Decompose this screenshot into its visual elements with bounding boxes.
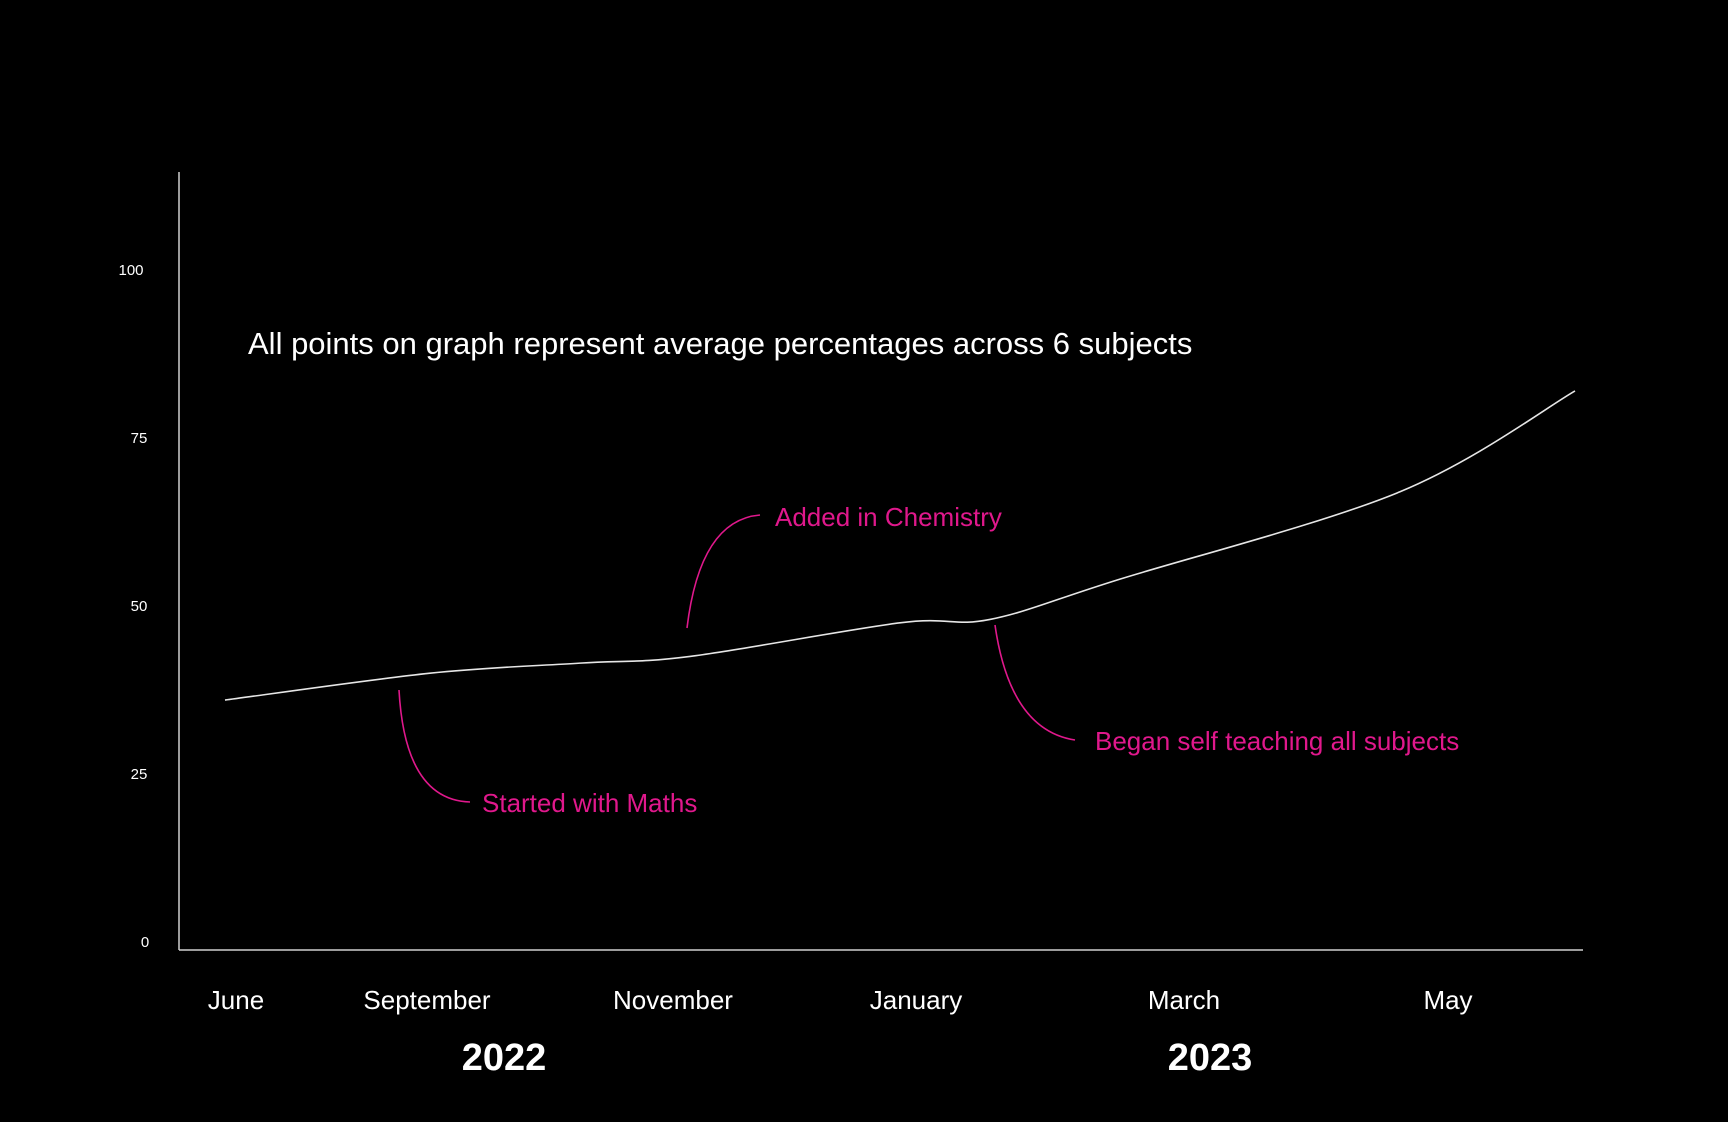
x-tick-label: November	[613, 985, 733, 1015]
year-label: 2023	[1168, 1037, 1253, 1079]
chart-note: All points on graph represent average pe…	[248, 326, 1192, 361]
annotation-label: Started with Maths	[482, 788, 697, 818]
y-tick-label: 50	[131, 598, 148, 615]
x-tick-label: January	[870, 985, 963, 1015]
x-tick-label: March	[1148, 985, 1220, 1015]
y-tick-label: 0	[141, 934, 149, 951]
annotation-leader	[686, 514, 761, 629]
y-tick-label: 25	[131, 766, 148, 783]
x-tick-label: May	[1423, 985, 1472, 1015]
annotation-leader	[398, 689, 471, 803]
y-tick-label: 100	[118, 262, 143, 279]
year-label: 2022	[462, 1037, 547, 1079]
annotation-label: Added in Chemistry	[775, 502, 1002, 532]
x-tick-label: September	[363, 985, 491, 1015]
x-tick-label: June	[208, 985, 264, 1015]
annotation-leader	[994, 624, 1076, 741]
annotation-label: Began self teaching all subjects	[1095, 726, 1459, 756]
y-tick-label: 75	[131, 430, 148, 447]
series-line	[224, 390, 1576, 701]
